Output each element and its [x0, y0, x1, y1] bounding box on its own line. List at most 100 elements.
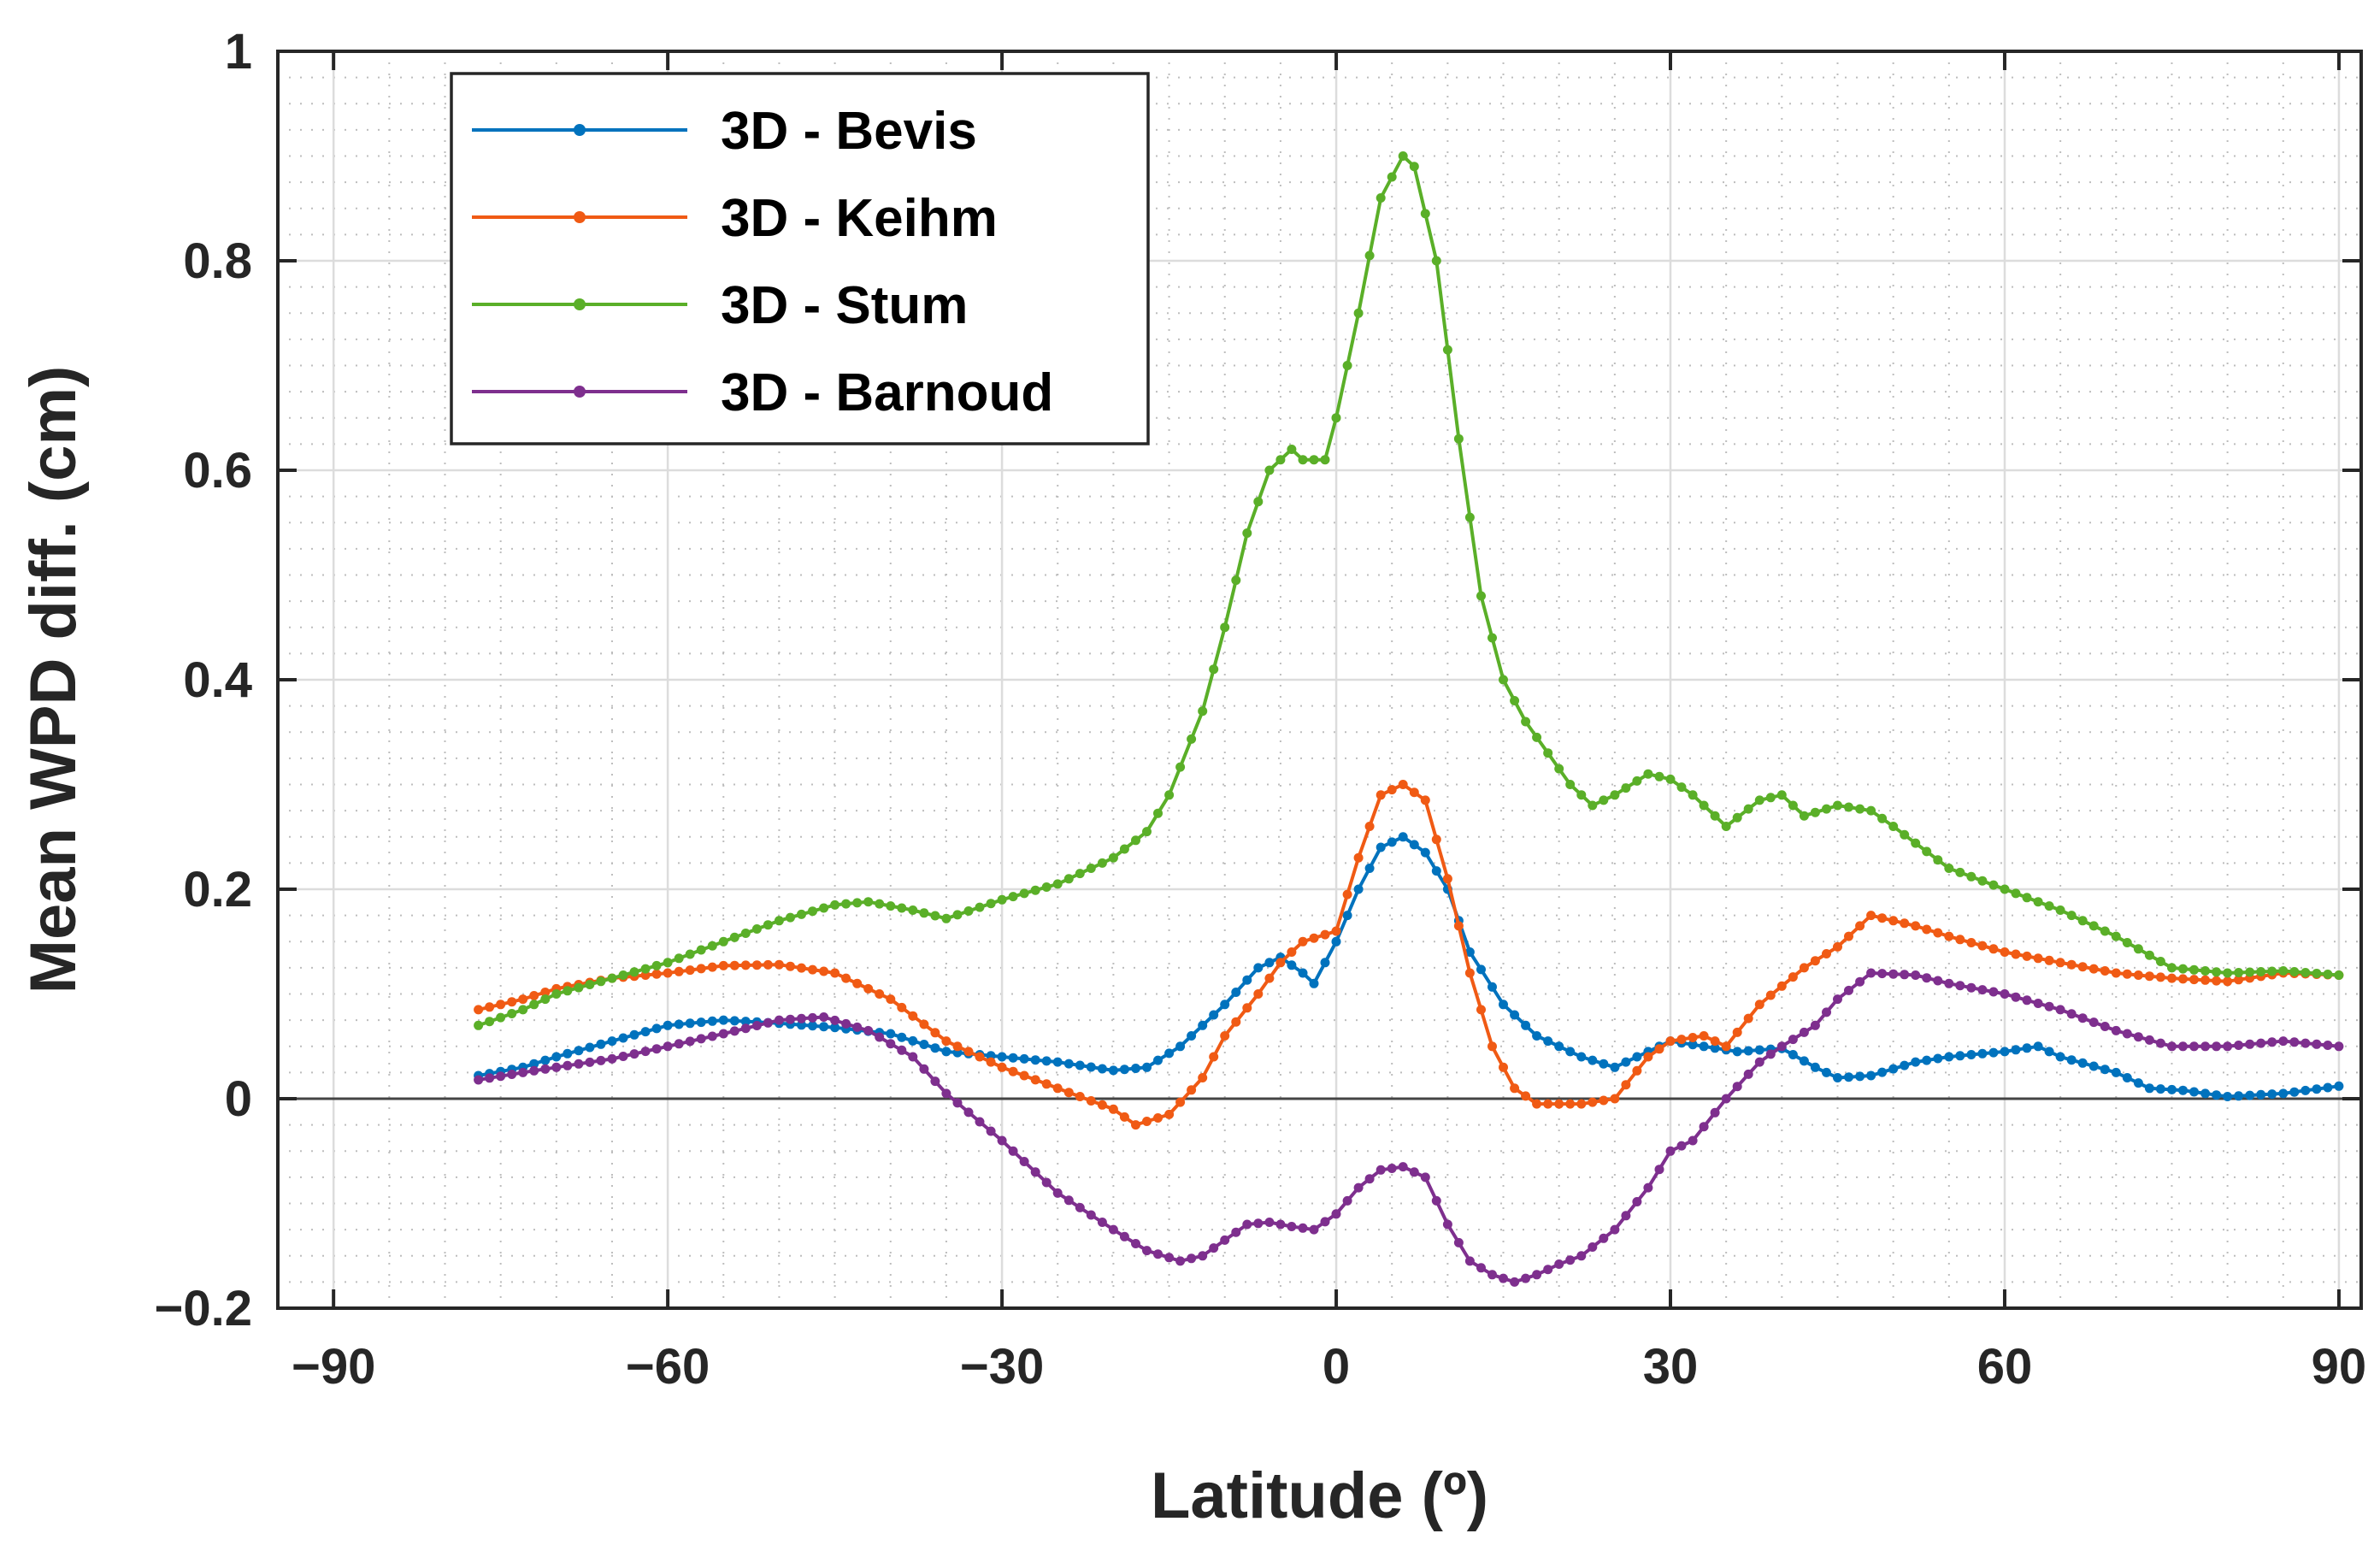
x-axis: −90 −60 −30 0 30 60 90	[292, 51, 2366, 1395]
series-point	[1900, 829, 1910, 840]
series-point	[908, 1052, 918, 1062]
series-point	[2200, 966, 2211, 976]
series-point	[2167, 1041, 2177, 1052]
series-point	[919, 1064, 929, 1074]
series-point	[919, 1040, 929, 1049]
series-point	[2066, 1009, 2077, 1019]
series-point	[1565, 1255, 1576, 1265]
series-point	[618, 1033, 628, 1043]
series-point	[1275, 455, 1286, 465]
series-point	[2234, 1041, 2244, 1050]
x-tick-label: −30	[960, 1339, 1044, 1395]
series-point	[1721, 822, 1731, 831]
series-point	[2022, 951, 2032, 961]
series-point	[1799, 811, 1809, 821]
series-point	[629, 967, 639, 977]
series-point	[1855, 1071, 1865, 1082]
series-point	[897, 1032, 907, 1042]
series-point	[2323, 970, 2333, 979]
series-point	[2011, 949, 2021, 959]
series-point	[1588, 1097, 1598, 1107]
series-3d-stum	[474, 151, 2344, 1030]
series-point	[1052, 1188, 1063, 1198]
series-point	[930, 1028, 940, 1038]
series-point	[1765, 793, 1776, 803]
series-point	[1688, 1040, 1698, 1050]
series-point	[2223, 976, 2233, 987]
series-point	[2323, 1041, 2333, 1050]
series-point	[1877, 813, 1888, 823]
series-point	[1654, 1044, 1664, 1054]
series-point	[729, 932, 739, 942]
series-point	[1030, 1075, 1040, 1085]
legend-box	[450, 72, 1150, 445]
series-point	[897, 1045, 907, 1055]
y-tick-label: −0.2	[155, 1281, 253, 1336]
series-point	[930, 1043, 940, 1053]
series-point	[1922, 924, 1932, 935]
series-point	[886, 901, 896, 911]
series-point	[1977, 985, 1988, 995]
series-point	[707, 1016, 717, 1026]
series-point	[2100, 1065, 2110, 1075]
series-point	[2133, 944, 2143, 954]
series-point	[1287, 947, 1297, 957]
series-point	[2144, 1083, 2154, 1094]
series-point	[2155, 1084, 2165, 1094]
series-point	[797, 1013, 806, 1023]
series-point	[2066, 959, 2077, 970]
series-point	[1822, 1067, 1831, 1077]
series-point	[1665, 774, 1676, 784]
series-point	[2200, 1088, 2211, 1099]
series-point	[1944, 931, 1954, 941]
series-point	[1387, 785, 1397, 795]
series-point	[674, 1019, 684, 1029]
series-point	[2011, 1045, 2021, 1055]
series-point	[774, 916, 784, 926]
series-point	[1275, 958, 1286, 968]
series-point	[2055, 905, 2065, 915]
series-point	[663, 1020, 673, 1030]
series-point	[1588, 800, 1598, 811]
series-point	[1453, 921, 1464, 931]
series-point	[2256, 967, 2266, 976]
series-point	[1309, 978, 1319, 988]
series-point	[1063, 874, 1074, 884]
series-point	[696, 1034, 706, 1044]
y-axis-title: Mean WPD diff. (cm)	[17, 366, 90, 994]
series-point	[763, 1017, 773, 1028]
series-point	[1499, 1062, 1508, 1072]
series-point	[2122, 1073, 2132, 1082]
series-point	[1900, 970, 1910, 980]
series-point	[1353, 1182, 1364, 1193]
series-point	[1131, 835, 1140, 846]
series-point	[1320, 929, 1330, 940]
series-point	[2111, 931, 2121, 941]
series-point	[2133, 1032, 2143, 1042]
series-point	[718, 960, 728, 970]
series-point	[1833, 800, 1842, 811]
series-point	[596, 1039, 606, 1049]
legend-label: 3D - Bevis	[721, 102, 977, 161]
series-point	[2245, 967, 2255, 977]
series-point	[1510, 696, 1520, 705]
series-point	[1754, 1057, 1764, 1067]
series-point	[875, 899, 885, 909]
series-point	[1164, 1109, 1175, 1119]
series-point	[1075, 1060, 1085, 1070]
series-point	[2011, 992, 2021, 1002]
series-point	[1565, 1099, 1576, 1109]
series-point	[1632, 1065, 1642, 1076]
series-point	[1576, 1251, 1587, 1261]
series-point	[1966, 871, 1976, 882]
series-point	[841, 973, 851, 983]
series-point	[1499, 1273, 1508, 1283]
series-point	[2066, 911, 2077, 921]
series-point	[819, 1012, 829, 1022]
series-point	[1710, 1043, 1720, 1053]
series-point	[718, 1015, 728, 1025]
series-point	[1420, 209, 1430, 219]
series-point	[1364, 822, 1375, 831]
series-point	[941, 1047, 951, 1057]
series-point	[1376, 790, 1386, 800]
